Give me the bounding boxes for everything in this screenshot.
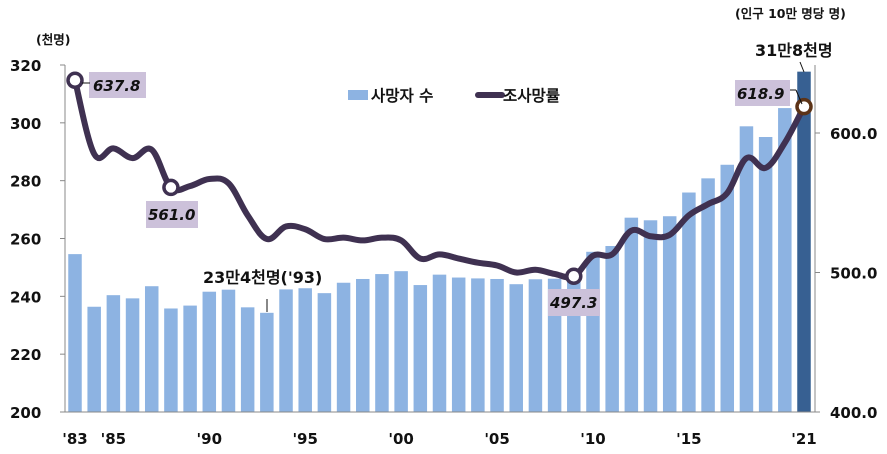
legend-bar-swatch [348,90,368,100]
bar-1998 [356,278,370,412]
marker-1983 [66,71,84,90]
bar-2007 [528,279,543,412]
x-tick-2021: '21 [791,430,816,448]
bar-1993 [260,312,274,412]
bar-1994 [279,289,293,412]
annotation-1988: 561.0 [146,201,198,228]
bar-2010 [586,251,600,412]
bar-1988 [164,308,178,412]
axes: 200 220 240 260 280 300 320 400.0 500.0 600.0 '83 '… [10,57,877,448]
left-tick-280: 280 [10,173,41,191]
left-tick-240: 240 [10,288,41,306]
marker-1988 [162,178,180,197]
label-234k-1993: 23만4천명('93) [203,268,322,287]
bar-2006 [509,284,523,412]
bar-1984 [87,306,101,412]
x-tick-2015: '15 [676,430,701,448]
bar-2011 [605,246,619,412]
bar-1991 [221,289,236,412]
x-tick-2005: '05 [484,430,509,448]
death-rate-line [72,77,807,281]
bar-2001 [413,285,428,412]
left-tick-320: 320 [10,57,41,75]
legend: 사망자 수 조사망률 [348,87,560,105]
bar-2015 [682,192,696,412]
bar-2000 [394,271,408,412]
label-561-0: 561.0 [148,206,195,224]
label-637-8: 637.8 [93,77,140,95]
bar-series-deaths [68,71,811,413]
label-618-9: 618.9 [737,85,784,103]
marker-2009 [565,267,583,286]
left-tick-220: 220 [10,346,41,364]
bar-2012 [624,217,639,412]
left-tick-200: 200 [10,404,41,422]
bar-2021 [797,71,811,413]
label-318k-2021: 31만8천명 [755,41,833,60]
bar-1997 [336,282,351,412]
bar-2016 [701,178,715,412]
bar-2005 [490,278,504,412]
line-series-death-rate [72,77,807,281]
bar-2014 [662,216,677,412]
annotation-2021: 618.9 [735,80,803,106]
bar-2018 [739,126,754,412]
right-tick-400.0: 400.0 [830,404,877,422]
x-tick-1995: '95 [292,430,317,448]
bar-1985 [106,295,121,412]
bar-2017 [720,164,735,412]
line-markers [66,71,813,286]
left-tick-300: 300 [10,115,41,133]
bar-2019 [758,137,773,412]
bar-1996 [317,293,332,412]
x-tick-2010: '10 [580,430,605,448]
x-tick-2000: '00 [388,430,413,448]
bar-2003 [451,277,466,412]
bar-2004 [471,278,485,412]
x-tick-1990: '90 [197,430,222,448]
left-tick-260: 260 [10,231,41,249]
bar-1987 [144,286,159,412]
bar-1989 [183,305,197,412]
bar-1995 [298,288,312,412]
bar-1986 [125,298,140,412]
x-tick-1983: '83 [62,430,87,448]
bar-1983 [68,254,82,412]
annotation-2009: 497.3 [548,289,600,316]
right-axis-unit: (인구 10만 명당 명) [735,6,846,21]
annotation-1983: 637.8 [82,72,146,98]
right-tick-500.0: 500.0 [830,265,877,283]
right-tick-600.0: 600.0 [830,125,877,143]
marker-2021 [795,97,813,116]
label-497-3: 497.3 [549,294,597,312]
bar-2020 [778,108,792,413]
left-axis-unit: (천명) [36,32,70,47]
bar-2013 [643,220,658,412]
legend-line-label: 조사망률 [503,87,560,105]
bar-1992 [240,307,255,412]
annotation-2021-deaths: 31만8천명 [755,41,833,73]
bar-1999 [375,274,389,412]
annotation-1993-deaths: 23만4천명('93) [203,268,322,312]
bar-2002 [432,274,447,412]
legend-bar-label: 사망자 수 [371,87,433,105]
x-tick-1985: '85 [101,430,126,448]
bar-1990 [202,291,217,412]
